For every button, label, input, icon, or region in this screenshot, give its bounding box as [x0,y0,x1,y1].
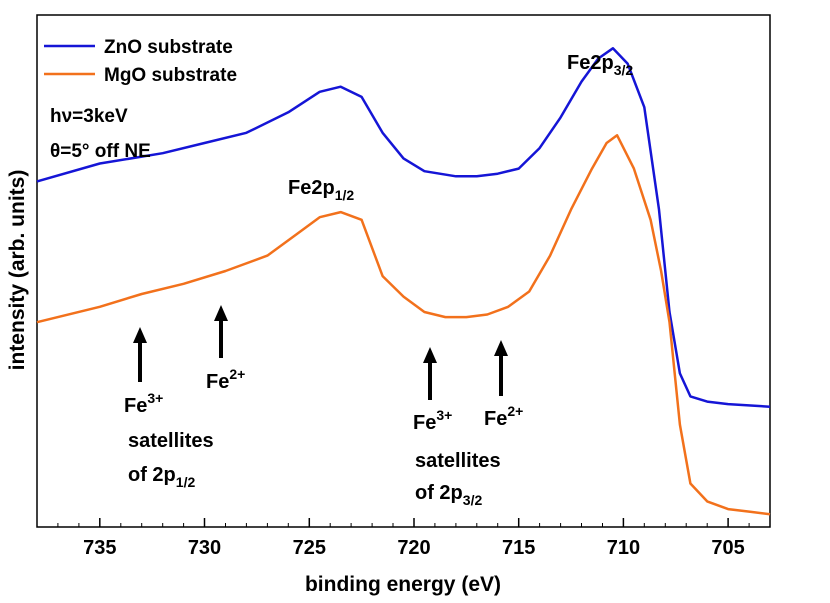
label-fe3-left: Fe3+ [124,390,163,417]
satellites-left-line1: satellites [128,430,214,452]
x-ticks: 735 730 725 720 715 710 705 [36,518,771,559]
x-tick-label: 715 [502,537,535,559]
satellites-left-line2-sub: 1/2 [176,474,196,490]
x-tick-label: 705 [711,537,744,559]
label-fe2-right: Fe2+ [484,403,523,430]
satellites-right-line2: of 2p3/2 [415,482,482,508]
series-group [36,47,771,516]
arrow-fe2-right-head [494,340,508,356]
label-fe3-right: Fe3+ [413,407,452,434]
legend: ZnO substrate MgO substrate [44,37,237,86]
satellites-right-line1: satellites [415,450,501,472]
x-tick-label: 710 [607,537,640,559]
x-axis-label: binding energy (eV) [305,573,501,596]
satellites-left-line2: of 2p1/2 [128,464,195,490]
label-fe2p32-sub: 3/2 [614,62,634,78]
legend-label-mgo: MgO substrate [104,65,237,86]
condition-angle: θ=5° off NE [50,141,151,162]
label-fe2-left-base: Fe [206,371,229,393]
label-fe3-right-sup: 3+ [436,407,452,423]
label-fe2p12-base: Fe2p [288,177,335,199]
satellite-arrows [133,305,508,400]
label-fe3-right-base: Fe [413,412,436,434]
satellites-left-line2-base: of 2p [128,464,176,486]
arrow-fe2-left-head [214,305,228,321]
arrow-fe3-left-head [133,327,147,343]
label-fe3-left-sup: 3+ [147,390,163,406]
label-fe3-left-base: Fe [124,395,147,417]
label-fe2-right-sup: 2+ [507,403,523,419]
y-axis-label: intensity (arb. units) [6,170,29,371]
label-fe2p12-sub: 1/2 [335,187,355,203]
x-tick-label: 725 [293,537,326,559]
label-fe2p12: Fe2p1/2 [288,177,354,203]
label-fe2p32: Fe2p3/2 [567,52,633,78]
plot-frame [36,14,771,528]
x-tick-label: 730 [188,537,221,559]
arrow-fe3-right-head [423,347,437,363]
legend-label-zno: ZnO substrate [104,37,233,58]
satellites-right-line2-sub: 3/2 [463,492,483,508]
label-fe2-left: Fe2+ [206,366,245,393]
label-fe2p32-base: Fe2p [567,52,614,74]
x-tick-label: 735 [83,537,116,559]
series-line-mgo [36,134,771,516]
condition-photon-energy: hν=3keV [50,106,128,127]
satellites-right-line2-base: of 2p [415,482,463,504]
x-tick-label: 720 [397,537,430,559]
series-line-zno [36,47,771,408]
label-fe2-right-base: Fe [484,408,507,430]
label-fe2-left-sup: 2+ [229,366,245,382]
